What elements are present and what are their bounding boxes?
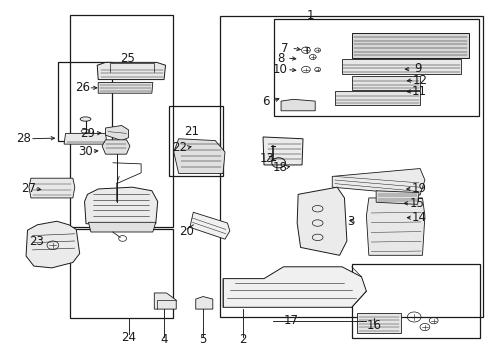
Text: 12: 12 [412,74,427,87]
Text: 7: 7 [281,41,288,54]
Polygon shape [64,134,107,144]
Text: 29: 29 [81,127,95,140]
Polygon shape [263,137,303,165]
Polygon shape [341,59,461,74]
Text: 11: 11 [411,85,426,98]
Text: 4: 4 [160,333,167,346]
Polygon shape [281,99,315,111]
Polygon shape [223,267,366,307]
Bar [70,229,172,318]
Text: 26: 26 [75,81,90,94]
Polygon shape [173,139,224,174]
Text: 18: 18 [272,161,287,174]
Polygon shape [331,168,424,195]
Text: 14: 14 [411,211,426,224]
Polygon shape [154,293,176,309]
Polygon shape [105,126,128,140]
Text: 22: 22 [171,141,186,154]
Text: 5: 5 [199,333,206,346]
Polygon shape [356,313,400,333]
Bar [169,107,223,176]
Text: 28: 28 [16,132,31,145]
Text: 17: 17 [283,314,298,327]
Text: 30: 30 [78,145,92,158]
Polygon shape [88,222,156,232]
Polygon shape [102,140,130,154]
Polygon shape [97,62,165,80]
Text: 15: 15 [408,197,423,210]
Text: 16: 16 [366,319,381,332]
Polygon shape [297,187,346,255]
Polygon shape [351,76,419,90]
Bar [351,264,479,338]
Polygon shape [189,212,229,239]
Text: 21: 21 [184,125,199,138]
Text: 27: 27 [21,182,36,195]
Text: 19: 19 [411,182,426,195]
Polygon shape [29,178,75,198]
Text: 20: 20 [179,225,194,238]
Polygon shape [26,221,80,268]
Polygon shape [334,91,419,105]
Text: 9: 9 [413,62,421,75]
Text: 3: 3 [346,215,354,228]
Polygon shape [366,198,424,255]
Text: 23: 23 [29,235,44,248]
Bar [220,16,483,317]
Text: 8: 8 [276,51,284,64]
Bar [273,19,478,116]
Polygon shape [84,187,158,224]
Polygon shape [351,33,468,58]
Polygon shape [98,82,153,93]
Ellipse shape [80,117,91,121]
Text: 24: 24 [121,330,136,343]
Bar [58,62,112,140]
Text: 13: 13 [259,152,274,165]
Text: 6: 6 [261,95,269,108]
Text: 1: 1 [306,9,313,22]
Text: 25: 25 [120,52,135,65]
Text: 10: 10 [273,63,287,76]
Text: 2: 2 [239,333,246,346]
Polygon shape [375,191,418,204]
Bar [70,15,172,226]
Polygon shape [195,297,212,309]
